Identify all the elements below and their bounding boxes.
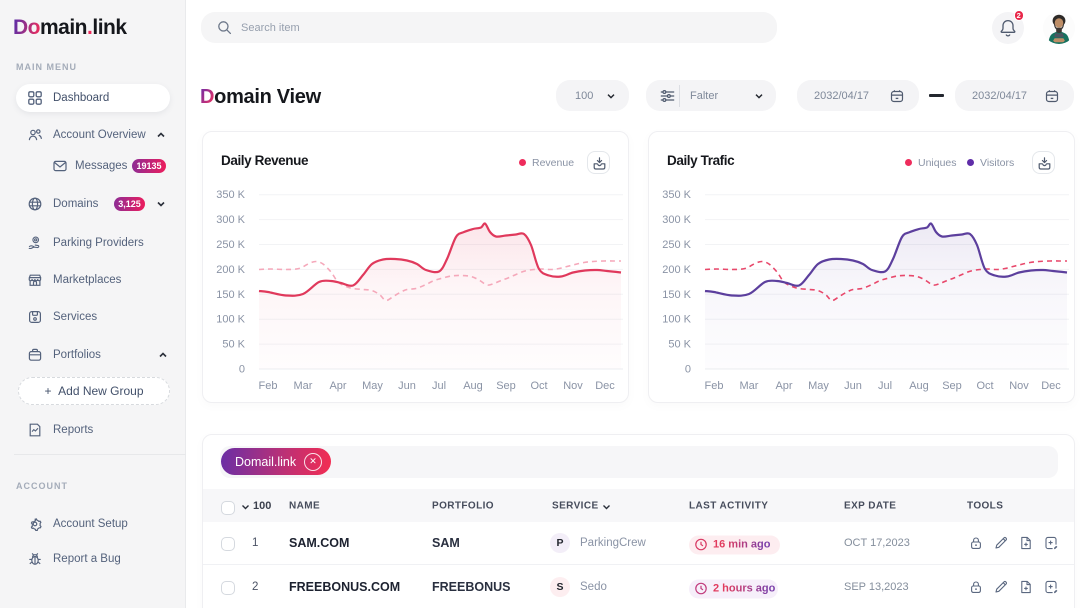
svg-text:Nov: Nov <box>1009 380 1029 392</box>
svg-text:Apr: Apr <box>329 380 346 392</box>
svg-text:Mar: Mar <box>740 380 759 392</box>
svg-text:Aug: Aug <box>463 380 483 392</box>
svg-text:300 K: 300 K <box>662 214 691 226</box>
svg-text:Sep: Sep <box>942 380 962 392</box>
svg-text:350 K: 350 K <box>216 189 245 201</box>
svg-text:150 K: 150 K <box>662 289 691 301</box>
svg-text:Mar: Mar <box>294 380 313 392</box>
svg-text:0: 0 <box>685 364 691 376</box>
svg-text:Dec: Dec <box>1041 380 1061 392</box>
svg-text:350 K: 350 K <box>662 189 691 201</box>
svg-text:250 K: 250 K <box>662 239 691 251</box>
svg-text:200 K: 200 K <box>216 264 245 276</box>
svg-text:Jul: Jul <box>878 380 892 392</box>
svg-text:Apr: Apr <box>775 380 792 392</box>
svg-text:Oct: Oct <box>530 380 547 392</box>
svg-text:50 K: 50 K <box>222 339 245 351</box>
svg-text:Aug: Aug <box>909 380 929 392</box>
svg-text:50 K: 50 K <box>668 339 691 351</box>
svg-text:Sep: Sep <box>496 380 516 392</box>
svg-text:Nov: Nov <box>563 380 583 392</box>
svg-text:100 K: 100 K <box>662 314 691 326</box>
svg-text:May: May <box>362 380 383 392</box>
svg-text:Feb: Feb <box>705 380 724 392</box>
svg-text:May: May <box>808 380 829 392</box>
svg-text:Feb: Feb <box>259 380 278 392</box>
svg-text:200 K: 200 K <box>662 264 691 276</box>
svg-text:0: 0 <box>239 364 245 376</box>
svg-text:Oct: Oct <box>976 380 993 392</box>
svg-text:Jun: Jun <box>398 380 416 392</box>
svg-text:100 K: 100 K <box>216 314 245 326</box>
svg-text:Jul: Jul <box>432 380 446 392</box>
svg-text:250 K: 250 K <box>216 239 245 251</box>
svg-text:300 K: 300 K <box>216 214 245 226</box>
svg-text:150 K: 150 K <box>216 289 245 301</box>
svg-text:Dec: Dec <box>595 380 615 392</box>
svg-text:Jun: Jun <box>844 380 862 392</box>
